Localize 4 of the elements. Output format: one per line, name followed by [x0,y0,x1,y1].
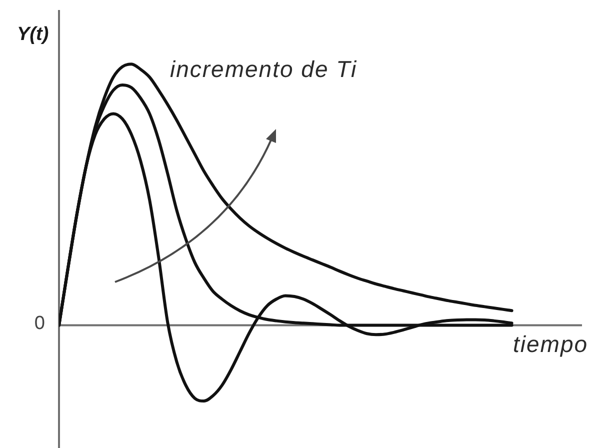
y-axis-title: Y(t) [17,24,49,45]
x-axis-title: tiempo [513,331,588,358]
annotation: incremento de Ti [170,56,358,82]
text: 0 [34,312,45,334]
